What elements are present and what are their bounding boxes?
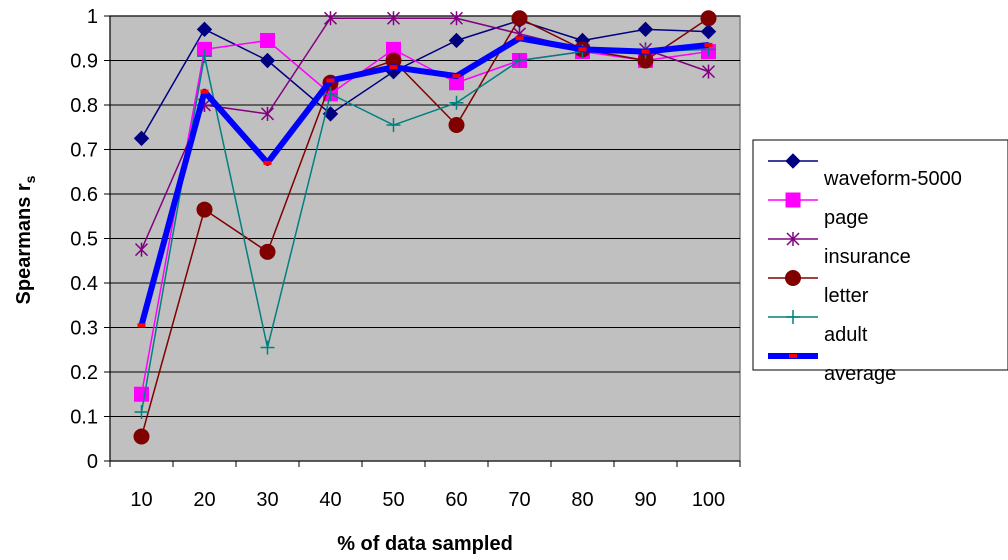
data-point bbox=[452, 74, 461, 79]
y-axis-title-main: Spearmans r bbox=[13, 183, 35, 304]
data-point bbox=[200, 89, 209, 94]
data-point bbox=[637, 21, 654, 38]
data-point bbox=[701, 64, 716, 79]
x-tick-label: 40 bbox=[319, 489, 341, 511]
y-tick-label: 0.9 bbox=[70, 51, 98, 73]
data-point bbox=[134, 242, 149, 257]
data-point bbox=[259, 243, 276, 260]
data-point bbox=[785, 153, 801, 169]
data-point bbox=[641, 49, 650, 54]
legend-label: page bbox=[824, 207, 869, 229]
y-axis-title: Spearmans rs bbox=[13, 175, 38, 304]
series-line bbox=[140, 17, 709, 437]
data-point bbox=[196, 21, 213, 38]
x-tick-label: 80 bbox=[571, 489, 593, 511]
y-tick-label: 0.3 bbox=[70, 318, 98, 340]
data-point bbox=[511, 10, 528, 27]
data-point bbox=[389, 65, 398, 70]
data-point bbox=[134, 405, 149, 420]
data-point bbox=[700, 23, 717, 40]
y-axis-ticks: 0 0.1 0.2 0.3 0.4 0.5 0.6 0.7 0.8 0.9 1 bbox=[70, 6, 110, 473]
legend-item: average bbox=[768, 353, 896, 385]
x-tick-label: 70 bbox=[508, 489, 530, 511]
data-point bbox=[323, 86, 338, 101]
data-point bbox=[260, 32, 275, 48]
data-point bbox=[134, 386, 149, 402]
data-point bbox=[260, 106, 275, 121]
data-point bbox=[785, 270, 801, 286]
legend-item: insurance bbox=[768, 232, 911, 268]
legend-item: adult bbox=[768, 310, 868, 346]
data-point bbox=[137, 323, 146, 328]
data-point bbox=[386, 11, 401, 26]
legend: waveform-5000 page insurance letter adult ave… bbox=[752, 139, 1008, 385]
y-axis-title-subscript: s bbox=[22, 175, 38, 183]
y-tick-label: 0 bbox=[87, 451, 98, 473]
data-point bbox=[386, 118, 401, 133]
legend-label: waveform-5000 bbox=[823, 168, 962, 190]
data-point bbox=[323, 11, 338, 26]
plot-area bbox=[109, 15, 741, 462]
x-tick-label: 100 bbox=[692, 489, 725, 511]
data-point bbox=[448, 32, 465, 49]
y-tick-label: 0.5 bbox=[70, 229, 98, 251]
y-tick-label: 0.6 bbox=[70, 184, 98, 206]
data-point bbox=[259, 52, 276, 69]
x-tick-label: 90 bbox=[634, 489, 656, 511]
data-point bbox=[133, 130, 150, 147]
data-point bbox=[448, 117, 465, 134]
legend-label: insurance bbox=[824, 246, 911, 268]
data-point bbox=[512, 53, 527, 68]
y-tick-label: 0.2 bbox=[70, 362, 98, 384]
x-axis-ticks: 10 20 30 40 50 60 70 80 90 100 bbox=[109, 461, 741, 511]
y-tick-label: 1 bbox=[87, 6, 98, 28]
data-point bbox=[196, 201, 213, 218]
data-point bbox=[578, 47, 587, 52]
data-point bbox=[260, 340, 275, 355]
legend-label: average bbox=[824, 363, 896, 385]
data-point bbox=[515, 36, 524, 41]
x-tick-label: 10 bbox=[130, 489, 152, 511]
data-point bbox=[263, 160, 272, 165]
x-tick-label: 30 bbox=[256, 489, 278, 511]
x-axis-title: % of data sampled bbox=[337, 533, 513, 555]
x-tick-label: 50 bbox=[382, 489, 404, 511]
series-line bbox=[138, 35, 709, 327]
legend-item: page bbox=[768, 192, 869, 229]
data-point bbox=[197, 49, 212, 64]
x-tick-label: 20 bbox=[193, 489, 215, 511]
data-point bbox=[786, 310, 800, 324]
legend-item: waveform-5000 bbox=[768, 153, 962, 190]
x-tick-label: 60 bbox=[445, 489, 467, 511]
series-average bbox=[137, 35, 713, 328]
series-line bbox=[140, 39, 709, 395]
data-point bbox=[449, 95, 464, 110]
data-point bbox=[133, 428, 150, 445]
data-point bbox=[449, 11, 464, 26]
data-point bbox=[785, 192, 801, 208]
y-tick-label: 0.8 bbox=[70, 95, 98, 117]
legend-item: letter bbox=[768, 270, 869, 307]
legend-box bbox=[752, 139, 1008, 371]
data-point bbox=[700, 10, 717, 27]
y-tick-label: 0.1 bbox=[70, 407, 98, 429]
y-tick-label: 0.7 bbox=[70, 140, 98, 162]
data-point bbox=[704, 42, 713, 47]
legend-label: letter bbox=[824, 285, 869, 307]
data-point bbox=[326, 78, 335, 83]
y-tick-label: 0.4 bbox=[70, 273, 98, 295]
series-layer bbox=[133, 10, 717, 445]
legend-label: adult bbox=[824, 324, 868, 346]
data-point bbox=[789, 354, 797, 358]
data-point bbox=[786, 232, 800, 246]
